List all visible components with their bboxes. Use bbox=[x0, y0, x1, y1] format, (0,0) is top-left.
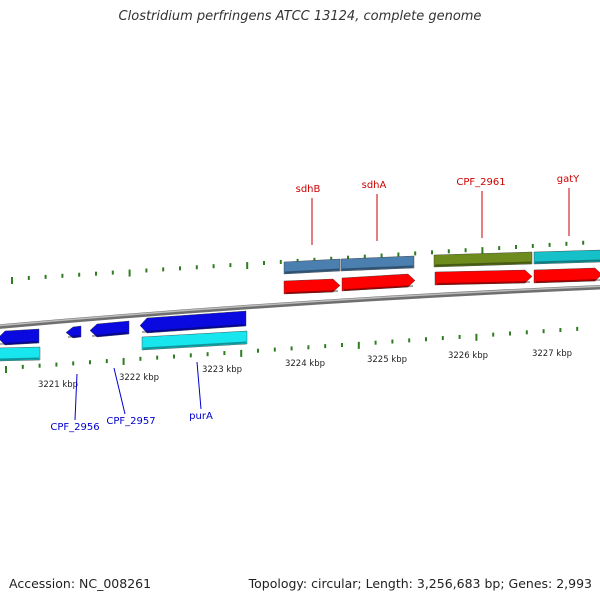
cds-CPF_2956-arrow-shade bbox=[67, 335, 80, 338]
label-CPF_2957-leader bbox=[113, 367, 126, 415]
gene-label-sdhB: sdhB bbox=[296, 184, 321, 195]
position-marker-4: 3225 kbp bbox=[367, 355, 407, 365]
cds-CPF_2961-arrow-shade bbox=[436, 281, 531, 285]
genome-backbone bbox=[0, 284, 600, 329]
position-marker-5: 3226 kbp bbox=[448, 351, 488, 361]
cds-sdhB-arrow bbox=[283, 278, 341, 295]
cds-gatY-arrow-shade bbox=[535, 279, 600, 283]
label-CPF_2956-leader bbox=[74, 373, 78, 421]
genome-backbone-highlight bbox=[0, 285, 600, 327]
genome-summary: Topology: circular; Length: 3,256,683 bp… bbox=[248, 576, 592, 591]
cds-sdhA-arrow bbox=[341, 273, 416, 292]
gene-label-sdhA: sdhA bbox=[362, 180, 387, 191]
position-marker-0: 3221 kbp bbox=[38, 380, 78, 390]
cds-left-arrow-shade bbox=[0, 341, 38, 345]
cds-CPF_2957-arrow bbox=[89, 320, 130, 338]
gene-sdhB-box bbox=[283, 258, 341, 275]
cds-purA-arrow bbox=[139, 310, 247, 334]
cds-left-arrow bbox=[0, 328, 40, 346]
gene-label-purA: purA bbox=[189, 411, 213, 422]
cds-CPF_2956-arrow bbox=[65, 325, 82, 339]
gene-sdhB-box-shade bbox=[284, 268, 340, 274]
label-purA-leader bbox=[196, 361, 202, 410]
map-title: Clostridium perfringens ATCC 13124, comp… bbox=[118, 9, 482, 24]
cds-sdhB-arrow-shade bbox=[285, 290, 339, 294]
gene-left-box-shade bbox=[0, 357, 40, 361]
cds-purA-arrow-shade bbox=[141, 324, 245, 333]
cds-CPF_2957-arrow-shade bbox=[91, 332, 128, 337]
gene-left-box bbox=[0, 346, 41, 362]
gene-gatY-box-shade bbox=[534, 259, 600, 264]
gene-sdhA-box bbox=[340, 255, 415, 272]
position-marker-6: 3227 kbp bbox=[532, 349, 572, 359]
gene-gatY-box bbox=[533, 249, 600, 265]
gene-CPF_2961-box-shade bbox=[434, 261, 532, 267]
position-marker-3: 3224 kbp bbox=[285, 359, 325, 369]
position-marker-1: 3222 kbp bbox=[119, 373, 159, 383]
cds-sdhA-arrow-shade bbox=[343, 285, 414, 291]
gene-label-CPF_2961: CPF_2961 bbox=[456, 177, 505, 188]
gene-label-CPF_2957: CPF_2957 bbox=[106, 416, 155, 427]
gene-label-CPF_2956: CPF_2956 bbox=[50, 422, 99, 433]
cds-gatY-arrow bbox=[533, 267, 600, 284]
gene-label-gatY: gatY bbox=[557, 174, 580, 185]
gene-purA-box bbox=[141, 330, 248, 351]
gene-sdhA-box-shade bbox=[341, 265, 414, 271]
position-marker-2: 3223 kbp bbox=[202, 365, 242, 375]
gene-CPF_2961-box bbox=[433, 251, 533, 268]
accession-label: Accession: NC_008261 bbox=[9, 576, 152, 591]
gene-purA-box-shade bbox=[142, 341, 247, 350]
cds-CPF_2961-arrow bbox=[434, 269, 533, 286]
